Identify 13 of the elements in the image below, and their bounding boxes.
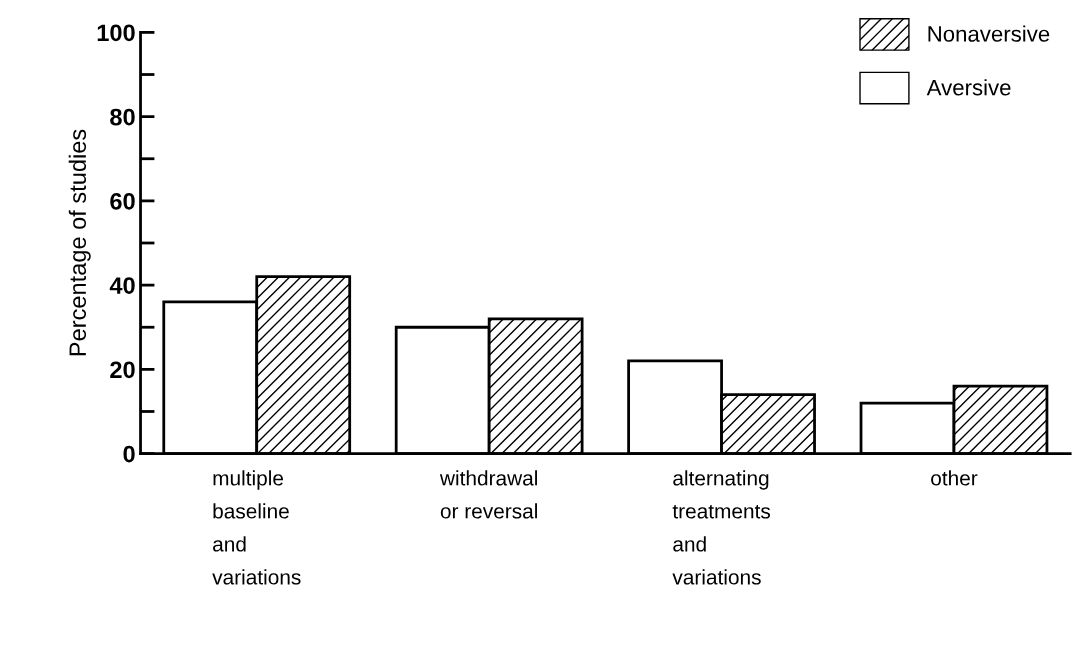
y-tick-label: 0: [123, 445, 135, 463]
y-tick-label: 40: [109, 277, 135, 294]
x-tick-label: other: [931, 470, 978, 486]
x-tick-label: withdrawal or reversal: [439, 470, 537, 519]
y-tick-label: 60: [110, 192, 135, 210]
y-axis-title: Percentage of studies: [68, 129, 91, 356]
legend-label: Aversive: [926, 79, 1011, 96]
y-tick-label: 20: [110, 361, 135, 379]
y-tick-label: 80: [110, 108, 135, 126]
x-tick-label: alternating treatments and variations: [672, 470, 771, 585]
legend-label: Nonaversive: [928, 25, 1050, 42]
y-tick-label: 100: [97, 24, 135, 42]
x-tick-label: multiple baseline and variations: [212, 470, 301, 585]
